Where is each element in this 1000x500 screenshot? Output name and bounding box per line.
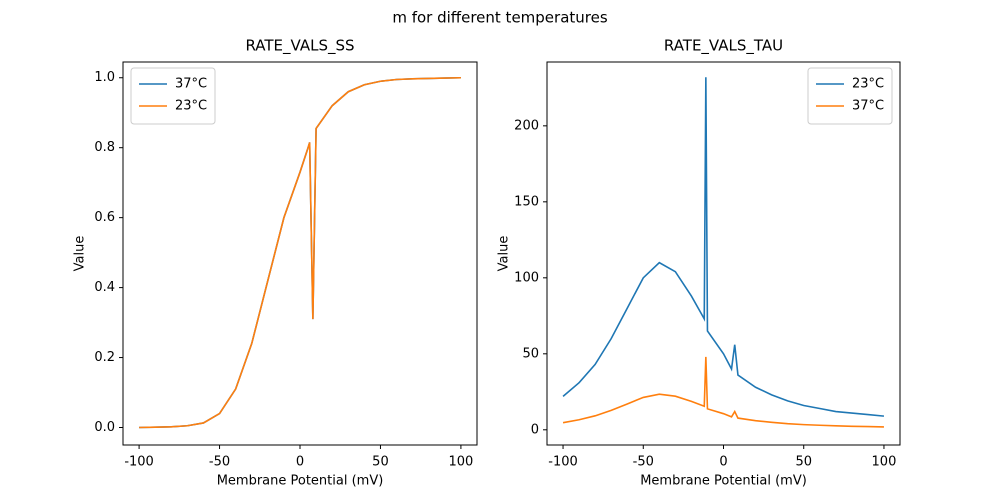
y-tick-label: 0.4 (94, 280, 115, 295)
legend-label: 23°C (852, 77, 884, 92)
data-line (562, 356, 884, 428)
y-tick-label: 100 (514, 270, 539, 285)
plot-frame (546, 61, 901, 446)
x-tick-label: 50 (372, 455, 389, 470)
x-tick-label: 100 (872, 455, 897, 470)
x-tick-label: 0 (296, 455, 304, 470)
data-line (139, 76, 461, 429)
y-tick-label: 50 (522, 346, 539, 361)
legend-box (130, 67, 216, 125)
y-tick-label: 1.0 (94, 70, 115, 85)
data-line (562, 77, 885, 417)
legend-label: 37°C (175, 77, 207, 92)
y-axis-label: Value (73, 236, 88, 272)
y-tick-label: 0.6 (94, 210, 115, 225)
y-tick-label: 0 (531, 422, 539, 437)
plot-frame (122, 61, 478, 446)
subplot-title: RATE_VALS_SS (245, 37, 354, 56)
subplot-title: RATE_VALS_TAU (664, 37, 783, 56)
y-tick-label: 0.8 (94, 140, 115, 155)
y-tick-label: 0.0 (94, 420, 115, 435)
plot-area (547, 62, 900, 445)
x-tick-label: 50 (795, 455, 812, 470)
x-tick-label: 0 (719, 455, 727, 470)
legend-label: 23°C (175, 99, 207, 114)
plot-area (123, 62, 477, 445)
x-tick-label: -100 (548, 455, 578, 470)
plot-lines (139, 76, 461, 429)
y-tick-label: 0.2 (94, 350, 115, 365)
x-tick-label: -50 (209, 455, 230, 470)
y-tick-label: 150 (514, 194, 539, 209)
x-axis-label: Membrane Potential (mV) (640, 474, 807, 489)
y-tick-label: 200 (514, 118, 539, 133)
plot-lines (562, 77, 885, 428)
x-axis-label: Membrane Potential (mV) (217, 474, 384, 489)
x-tick-label: -50 (633, 455, 654, 470)
x-tick-label: 100 (448, 455, 473, 470)
legend-box (807, 67, 893, 125)
x-tick-label: -100 (124, 455, 154, 470)
legend-label: 37°C (852, 99, 884, 114)
y-axis-label: Value (497, 236, 512, 272)
figure-title: m for different temperatures (392, 9, 608, 27)
